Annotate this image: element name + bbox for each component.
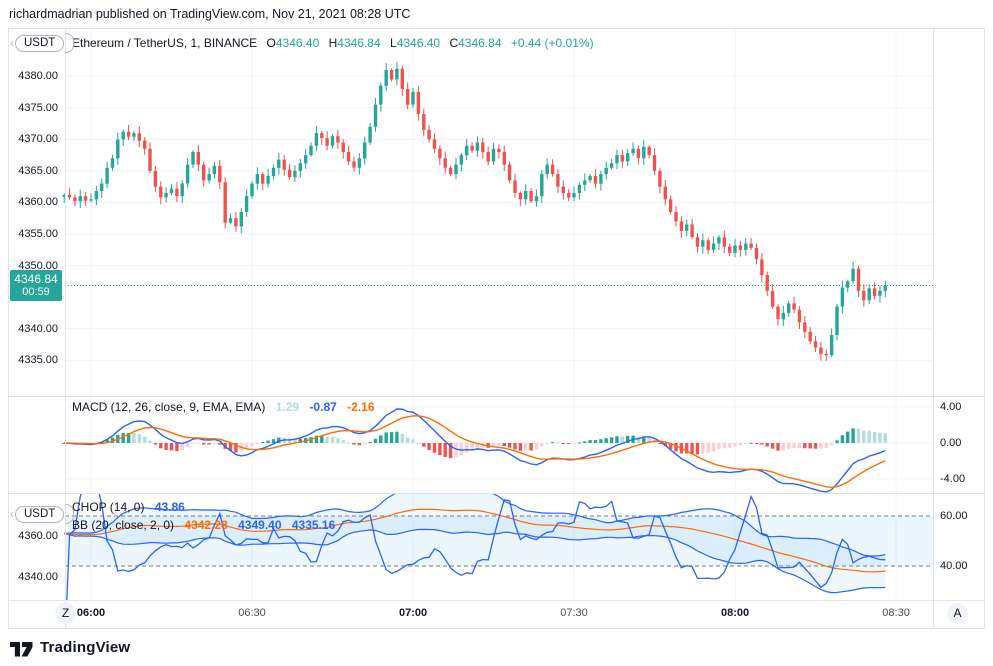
chop-bb-pane[interactable]: ‹ USDT CHOP (14, 0) 43.86 BB (20, close,… [0, 493, 993, 600]
separator-top [8, 28, 985, 29]
open-label: O [266, 36, 276, 50]
symbol-pill-label[interactable]: USDT [15, 505, 65, 523]
macd-legend: MACD (12, 26, close, 9, EMA, EMA) 1.29 -… [72, 400, 375, 414]
time-label: 07:30 [560, 607, 588, 619]
low-label: L [390, 36, 397, 50]
bb-lower-value: 4335.16 [291, 518, 336, 532]
current-price: 4346.84 [14, 272, 58, 286]
chop-value: 43.86 [154, 500, 185, 514]
separator-timeaxis [8, 600, 985, 601]
bb-legend: BB (20, close, 2, 0) 4342.28 4349.40 433… [72, 518, 335, 532]
left-axis-border [65, 28, 66, 628]
time-label: 07:00 [398, 607, 428, 619]
price-pane[interactable]: ‹ USDT Ethereum / TetherUS, 1, BINANCE O… [0, 29, 993, 396]
price-tick: 4380.00 [18, 70, 58, 83]
pill-right-fragment [66, 33, 75, 53]
macd-pane[interactable]: MACD (12, 26, close, 9, EMA, EMA) 1.29 -… [0, 396, 993, 493]
footer: TradingView [0, 629, 993, 666]
main-legend: Ethereum / TetherUS, 1, BINANCE O4346.40… [72, 36, 594, 50]
time-label: 08:00 [720, 607, 750, 619]
low-value: 4346.40 [396, 36, 441, 50]
high-label: H [328, 36, 338, 50]
bb-price-tick: 4360.00 [18, 530, 58, 542]
macd-title: MACD (12, 26, close, 9, EMA, EMA) [72, 400, 266, 414]
frame-right [984, 28, 985, 628]
symbol-title: Ethereum / TetherUS, 1, BINANCE [72, 36, 258, 50]
auto-scale-button[interactable]: A [947, 603, 968, 624]
price-tick: 4355.00 [18, 228, 58, 240]
open-value: 4346.40 [275, 36, 320, 50]
symbol-pill-main[interactable]: ‹ USDT [10, 33, 75, 53]
pill-left-fragment: ‹ [10, 507, 14, 521]
pill-left-fragment: ‹ [10, 36, 14, 50]
publish-info-bar: richardmadrian published on TradingView.… [0, 0, 993, 28]
symbol-pill-label[interactable]: USDT [15, 34, 65, 52]
price-tick: 4335.00 [18, 354, 58, 367]
bb-title: BB (20, close, 2, 0) [72, 518, 175, 532]
frame-bottom [8, 628, 985, 629]
separator-main-macd[interactable] [8, 396, 985, 397]
macd-line-value: -0.87 [309, 400, 337, 414]
high-value: 4346.84 [337, 36, 381, 50]
current-price-badge: 4346.84 00:59 [10, 270, 62, 301]
price-tick: 4365.00 [18, 164, 58, 177]
pill-right-fragment [66, 504, 75, 524]
macd-tick: 4.00 [940, 401, 962, 413]
bb-basis-value: 4342.28 [184, 518, 228, 532]
macd-tick: 0.00 [940, 437, 962, 449]
time-label: 08:30 [882, 607, 910, 619]
macd-hist-value: 1.29 [275, 400, 300, 414]
close-label: C [449, 36, 459, 50]
separator-macd-chop[interactable] [8, 493, 985, 494]
close-value: 4346.84 [458, 36, 502, 50]
change-value: +0.44 (+0.01%) [510, 36, 594, 50]
timezone-button[interactable]: Z [55, 603, 76, 624]
price-tick: 4375.00 [18, 101, 58, 114]
bb-upper-value: 4349.40 [238, 518, 282, 532]
price-tick: 4360.00 [18, 196, 58, 209]
candlestick-chart[interactable] [0, 29, 993, 396]
brand-name[interactable]: TradingView [40, 639, 131, 656]
right-axis-border [933, 28, 934, 628]
chop-title: CHOP (14, 0) [72, 500, 145, 514]
bar-countdown: 00:59 [22, 286, 50, 298]
time-label: 06:00 [76, 607, 106, 619]
time-label: 06:30 [238, 607, 266, 619]
symbol-pill-chop[interactable]: ‹ USDT [10, 504, 75, 524]
macd-tick: -4.00 [940, 473, 966, 485]
chop-tick: 60.00 [940, 510, 968, 522]
bb-price-tick: 4340.00 [18, 571, 58, 583]
macd-chart[interactable] [0, 396, 993, 493]
chop-legend: CHOP (14, 0) 43.86 [72, 500, 185, 514]
chop-tick: 40.00 [940, 560, 968, 572]
macd-signal-value: -2.16 [347, 400, 375, 414]
price-tick: 4350.00 [18, 259, 58, 272]
time-axis[interactable]: Z A 06:00 06:30 07:00 07:30 08:00 08:30 [0, 600, 993, 628]
chop-bb-chart[interactable] [0, 493, 993, 600]
frame-left [8, 28, 9, 628]
price-tick: 4340.00 [18, 322, 58, 335]
tradingview-logo-icon[interactable] [10, 638, 33, 657]
price-tick: 4370.00 [18, 133, 58, 146]
